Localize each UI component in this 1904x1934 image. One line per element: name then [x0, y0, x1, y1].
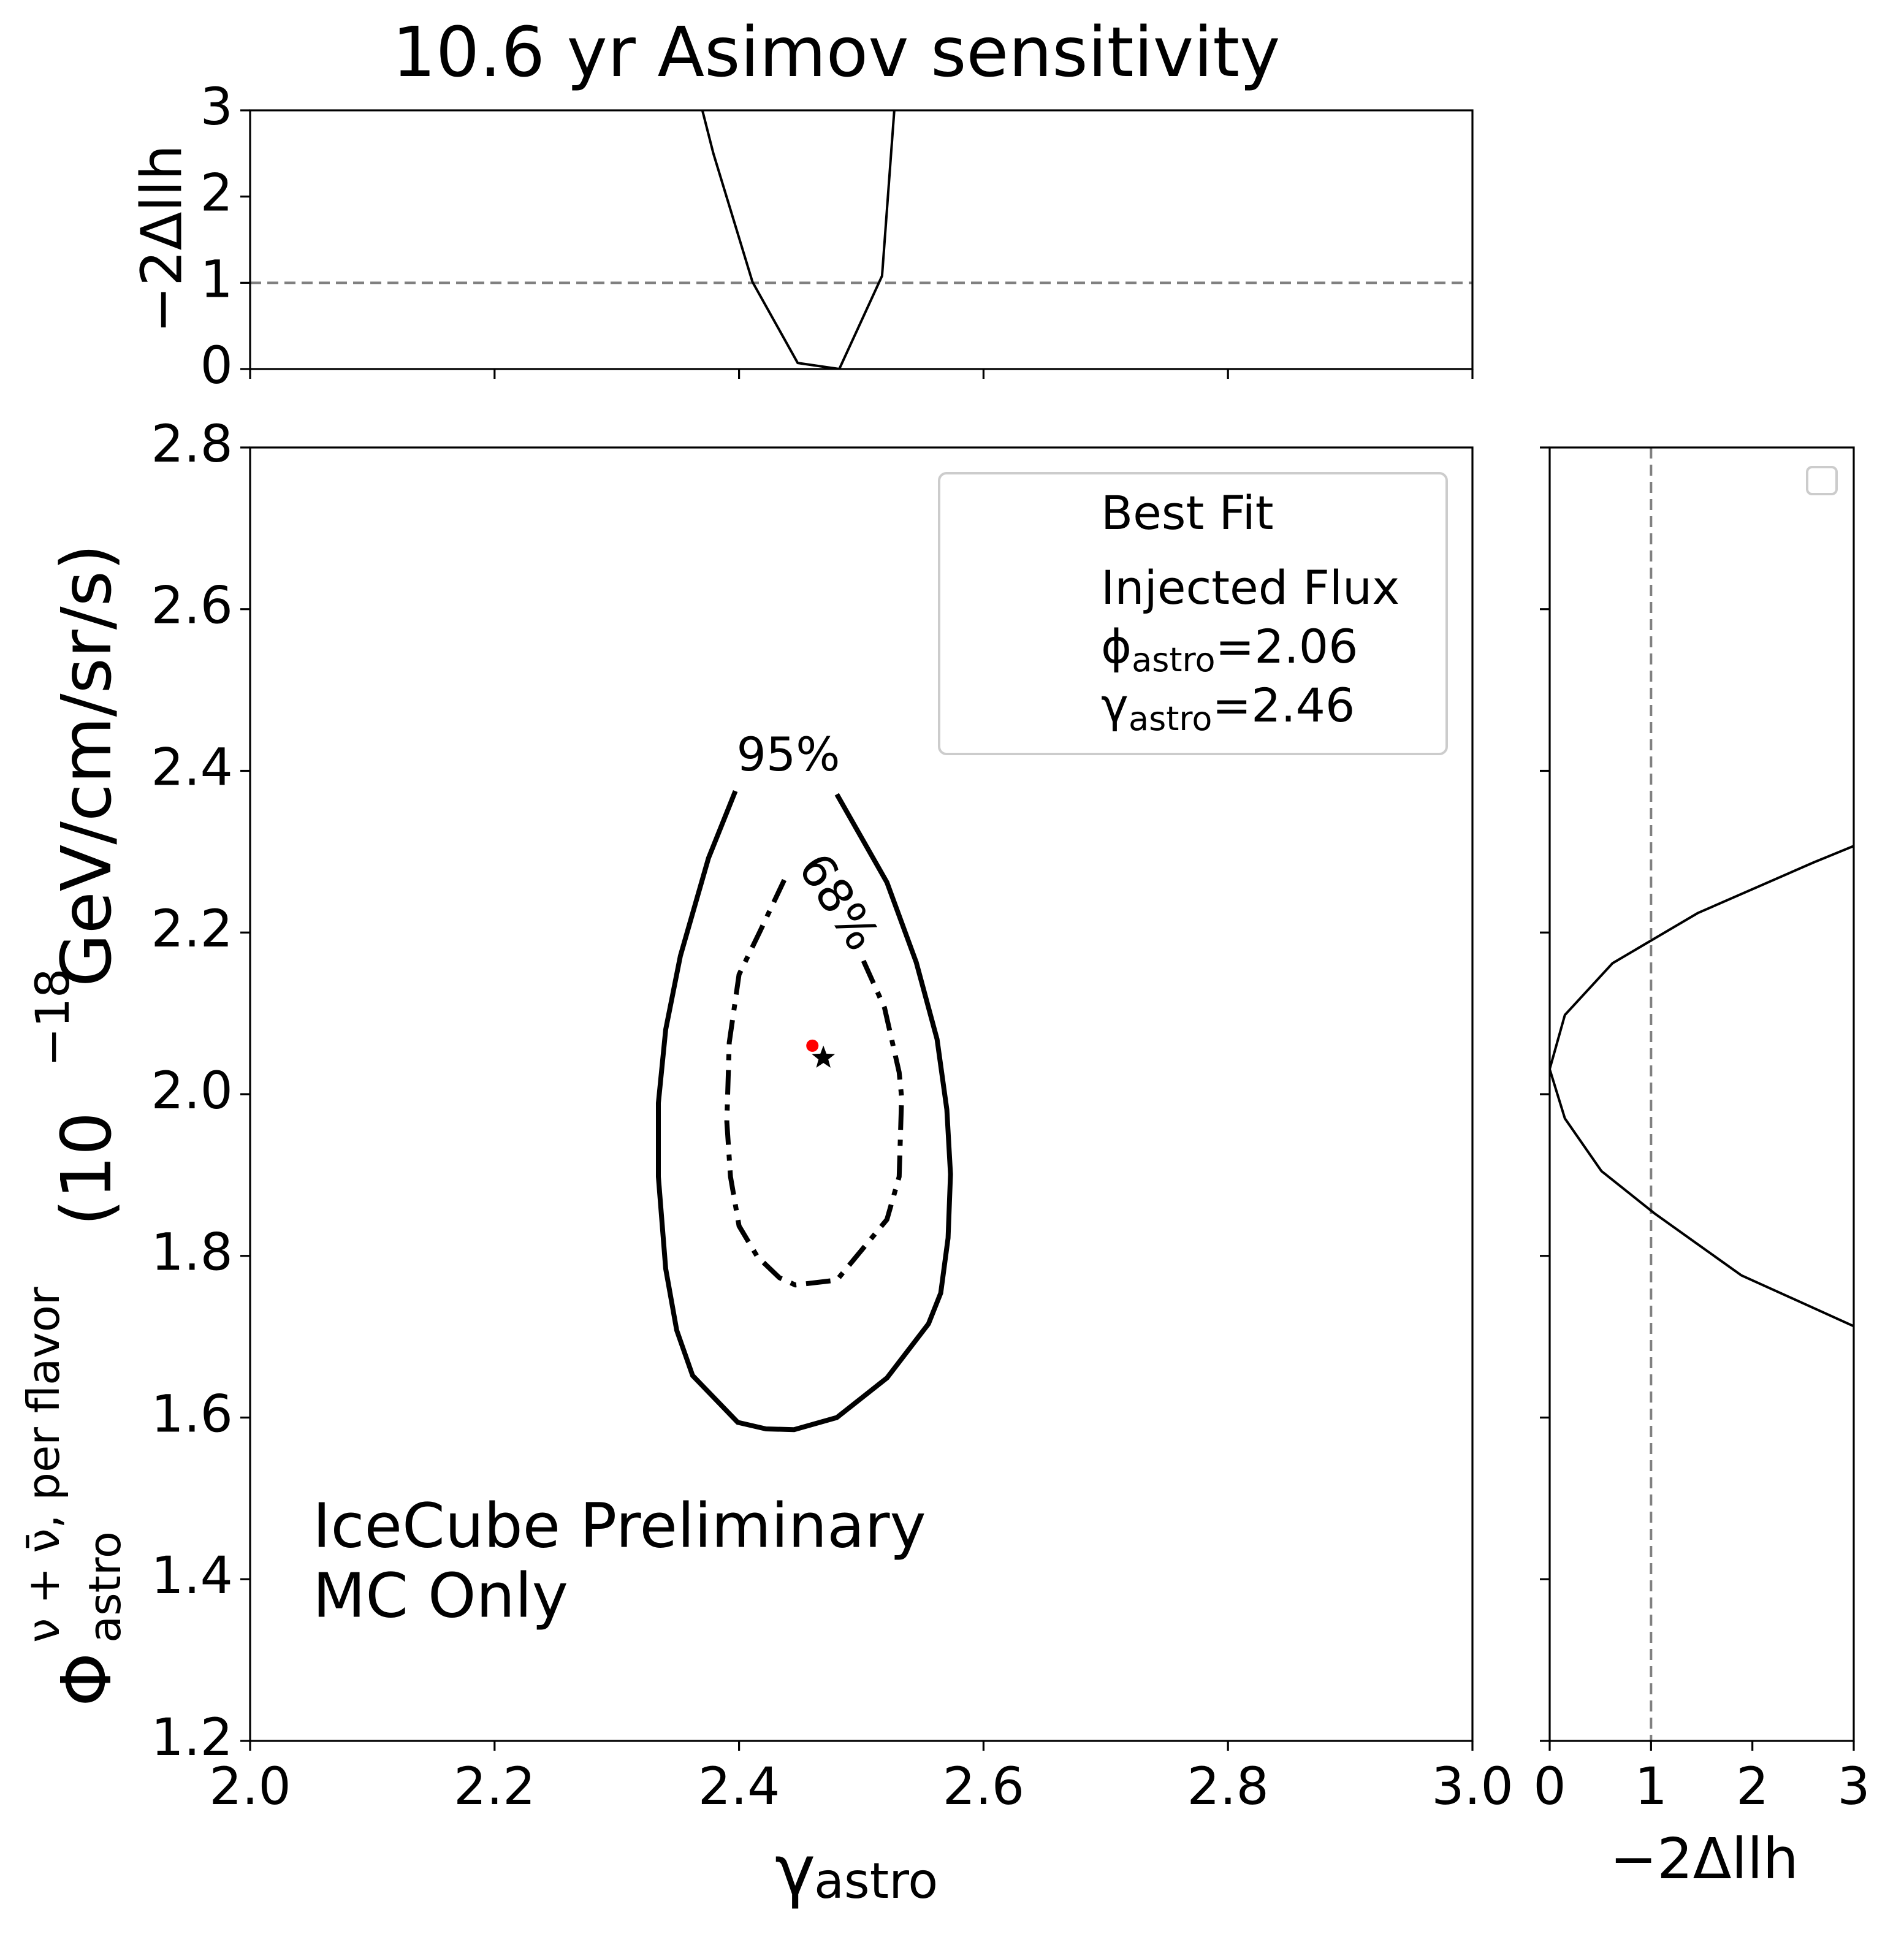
- x-tick-label: 2.6: [943, 1756, 1025, 1816]
- x-tick-label: 0: [1533, 1756, 1566, 1816]
- y-tick-label: 1.6: [151, 1384, 233, 1444]
- legend: Best Fit Injected Flux ϕastro=2.06 γastr…: [938, 472, 1448, 755]
- right-x-label: −2Δllh: [1610, 1826, 1799, 1892]
- y-tick-label: 3: [200, 77, 233, 137]
- y-tick-label: 1: [200, 249, 233, 309]
- y-label-exp: −18: [25, 969, 80, 1067]
- dot-marker: [806, 1039, 819, 1052]
- plot-area: [655, 790, 953, 1433]
- x-label-sub: astro: [814, 1852, 938, 1909]
- legend-rest: =2.06: [1216, 619, 1358, 674]
- y-label-symbol: Φ: [47, 1653, 127, 1707]
- main-y-label: Φ ν + ν̄, per flavor astro (10 −18 GeV/c…: [18, 544, 131, 1707]
- y-tick-label: 1.2: [151, 1707, 233, 1767]
- legend-symbol: γ: [1101, 678, 1129, 733]
- x-tick-label: 2.0: [209, 1756, 291, 1816]
- y-tick-label: 2.0: [151, 1060, 233, 1121]
- plot-area: [1550, 447, 1854, 1741]
- legend-line: γastro=2.46: [1101, 678, 1355, 738]
- title: 10.6 yr Asimov sensitivity: [392, 13, 1281, 93]
- x-tick-label: 1: [1635, 1756, 1667, 1816]
- y-tick-label: 2.4: [151, 737, 233, 797]
- y-label-sub: astro: [79, 1531, 131, 1643]
- x-tick-label: 2: [1736, 1756, 1769, 1816]
- y-tick-label: 2.6: [151, 576, 233, 636]
- y-label-unit: GeV/cm/sr/s): [47, 544, 127, 987]
- line: [724, 878, 904, 1288]
- axes-frame: [1548, 446, 1855, 1742]
- x-tick-label: 2.2: [454, 1756, 536, 1816]
- annotation: IceCube Preliminary: [313, 1490, 926, 1561]
- x-tick-label: 3: [1837, 1756, 1870, 1816]
- empty-legend: [1806, 466, 1838, 495]
- axes-frame: [249, 109, 1474, 370]
- legend-label: Best Fit: [1101, 485, 1274, 540]
- line: [655, 790, 953, 1433]
- axes-frame: [249, 446, 1474, 1742]
- annotation: MC Only: [313, 1559, 568, 1631]
- x-tick-label: 2.8: [1187, 1756, 1269, 1816]
- x-tick-label: 3.0: [1431, 1756, 1514, 1816]
- legend-sub: astro: [1132, 641, 1215, 679]
- legend-box: [938, 472, 1448, 755]
- x-tick-label: 2.4: [698, 1756, 780, 1816]
- plot-area: [250, 110, 1472, 369]
- line: [1550, 845, 1854, 1328]
- x-label-symbol: γ: [775, 1831, 815, 1911]
- top-y-label: −2Δllh: [129, 145, 194, 333]
- y-tick-label: 0: [200, 335, 233, 395]
- legend-line: ϕastro=2.06: [1101, 619, 1358, 679]
- y-tick-label: 2.2: [151, 899, 233, 959]
- y-tick-label: 1.4: [151, 1545, 233, 1605]
- legend-rest: =2.46: [1212, 678, 1355, 733]
- y-label-open: (10: [47, 1112, 127, 1226]
- y-tick-label: 2.8: [151, 414, 233, 474]
- legend-sub: astro: [1129, 699, 1212, 738]
- line: [701, 110, 896, 369]
- y-label-sup: ν + ν̄, per flavor: [18, 1287, 69, 1643]
- legend-label: Injected Flux: [1101, 560, 1399, 615]
- y-tick-label: 1.8: [151, 1222, 233, 1282]
- contour-label: 95%: [737, 727, 840, 782]
- legend-symbol: ϕ: [1101, 619, 1132, 674]
- main-x-label: γ astro: [775, 1831, 938, 1911]
- y-tick-label: 2: [200, 163, 233, 223]
- star-marker: [812, 1045, 836, 1068]
